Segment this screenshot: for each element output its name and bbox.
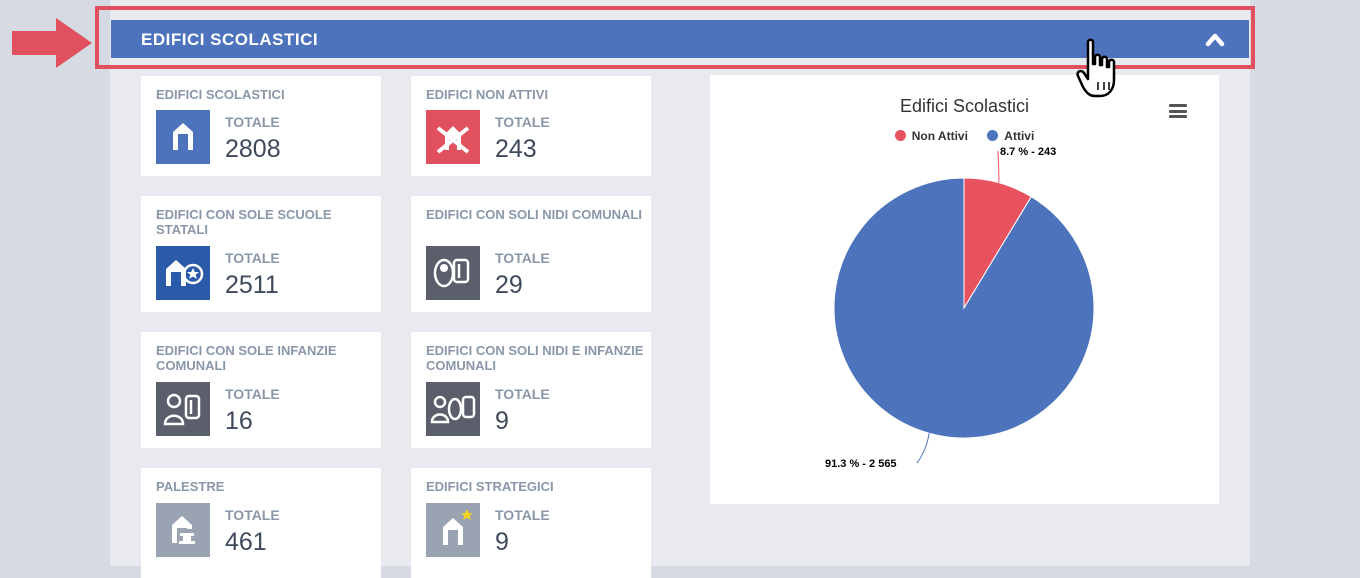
- card-label: TOTALE: [225, 386, 280, 402]
- hand-cursor-icon: [1076, 38, 1116, 98]
- nursery-icon: [426, 246, 480, 300]
- card-label: TOTALE: [495, 507, 550, 523]
- card-title: EDIFICI CON SOLE SCUOLE STATALI: [156, 207, 332, 237]
- gym-icon: [156, 503, 210, 557]
- school-building-icon: [156, 110, 210, 164]
- pointer-arrow-icon: [12, 18, 92, 68]
- section-header[interactable]: EDIFICI SCOLASTICI: [111, 20, 1249, 58]
- hamburger-menu-icon[interactable]: [1169, 104, 1187, 118]
- inactive-building-icon: [426, 110, 480, 164]
- chevron-up-icon[interactable]: [1205, 31, 1225, 47]
- card-title: PALESTRE: [156, 479, 225, 494]
- chart-title: Edifici Scolastici: [899, 96, 1030, 116]
- slice-connector: [997, 150, 1000, 183]
- section-title: EDIFICI SCOLASTICI: [141, 30, 319, 49]
- card-title: EDIFICI STRATEGICI: [426, 479, 554, 494]
- card-label: TOTALE: [225, 507, 280, 523]
- card-title: EDIFICI NON ATTIVI: [426, 87, 549, 102]
- card-edifici-scolastici[interactable]: EDIFICI SCOLASTICI TOTALE 2808: [141, 76, 381, 176]
- card-soli-nidi-comunali[interactable]: EDIFICI CON SOLI NIDI COMUNALI TOTALE 29: [411, 196, 651, 312]
- card-sole-scuole-statali[interactable]: EDIFICI CON SOLE SCUOLE STATALI TOTALE 2…: [141, 196, 381, 312]
- card-value: 461: [225, 528, 267, 556]
- card-title: EDIFICI SCOLASTICI: [156, 87, 285, 102]
- highlight-box: [95, 6, 1255, 69]
- card-edifici-strategici[interactable]: EDIFICI STRATEGICI TOTALE 9: [411, 468, 651, 578]
- legend-swatch: [987, 130, 999, 141]
- card-value: 9: [495, 407, 509, 435]
- card-title: EDIFICI CON SOLI NIDI COMUNALI: [426, 207, 642, 222]
- chart-legend: Non Attivi Attivi: [710, 129, 1219, 143]
- card-label: TOTALE: [495, 114, 550, 130]
- slice-connector: [916, 433, 930, 464]
- card-label: TOTALE: [225, 114, 280, 130]
- card-value: 9: [495, 528, 509, 556]
- state-school-icon: [156, 246, 210, 300]
- card-title: EDIFICI CON SOLE INFANZIE COMUNALI: [156, 343, 337, 373]
- pie-chart: 8.7 % - 243 91.3 % - 2 565: [825, 146, 1095, 470]
- card-value: 2808: [225, 135, 281, 163]
- card-label: TOTALE: [225, 250, 280, 266]
- card-value: 243: [495, 135, 537, 163]
- data-label: 91.3 % - 2 565: [825, 458, 897, 470]
- kindergarten-icon: [156, 382, 210, 436]
- strategic-building-icon: [426, 503, 480, 557]
- card-label: TOTALE: [495, 386, 550, 402]
- card-label: TOTALE: [495, 250, 550, 266]
- card-value: 16: [225, 407, 253, 435]
- nursery-kindergarten-icon: [426, 382, 480, 436]
- card-palestre[interactable]: PALESTRE TOTALE 461: [141, 468, 381, 578]
- legend-item-non-attivi[interactable]: Non Attivi: [894, 129, 968, 143]
- card-soli-nidi-e-infanzie[interactable]: EDIFICI CON SOLI NIDI E INFANZIE COMUNAL…: [411, 332, 651, 448]
- card-value: 2511: [225, 271, 279, 299]
- legend-swatch: [894, 130, 906, 141]
- pie-slice-attivi[interactable]: [833, 177, 1095, 439]
- card-value: 29: [495, 271, 523, 299]
- legend-label: Non Attivi: [911, 129, 968, 143]
- chart-panel: Edifici Scolastici Non Attivi Attivi 8.7…: [710, 75, 1219, 504]
- data-label: 8.7 % - 243: [1000, 146, 1056, 158]
- legend-label: Attivi: [1004, 129, 1035, 143]
- card-title: EDIFICI CON SOLI NIDI E INFANZIE COMUNAL…: [426, 343, 644, 373]
- card-edifici-non-attivi[interactable]: EDIFICI NON ATTIVI TOTALE 243: [411, 76, 651, 176]
- legend-item-attivi[interactable]: Attivi: [987, 129, 1034, 143]
- card-sole-infanzie-comunali[interactable]: EDIFICI CON SOLE INFANZIE COMUNALI TOTAL…: [141, 332, 381, 448]
